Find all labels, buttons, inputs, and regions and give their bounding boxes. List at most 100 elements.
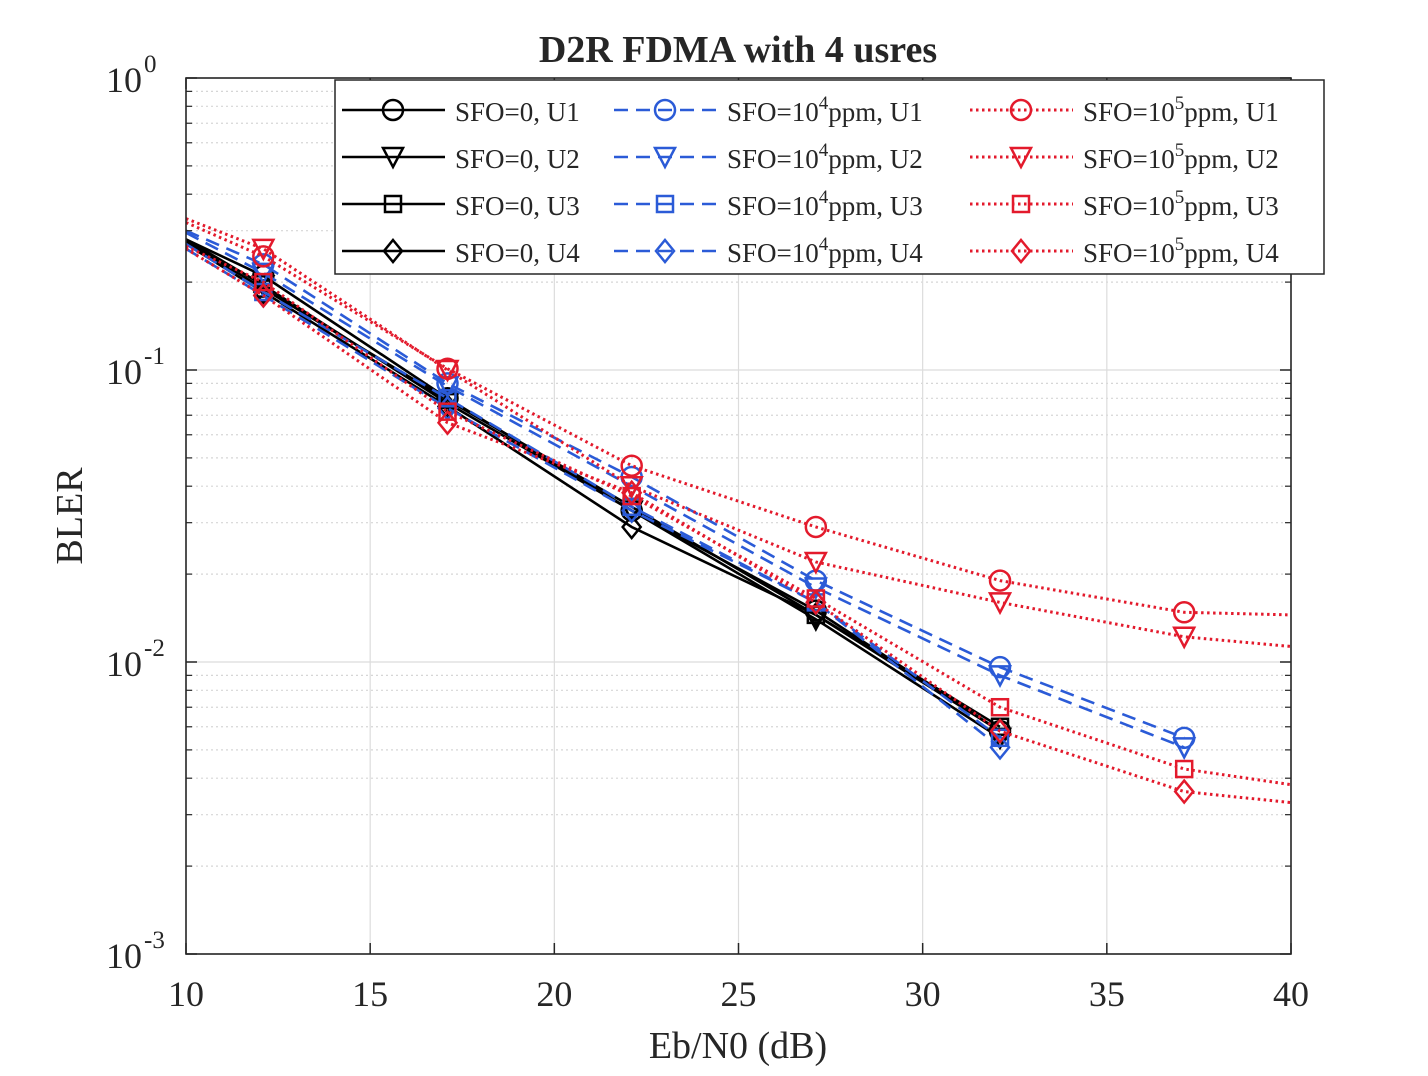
legend-label-prefix: SFO=10 bbox=[1083, 144, 1175, 174]
legend-label: SFO=105ppm, U2 bbox=[1083, 140, 1279, 174]
legend-entry: SFO=105ppm, U2 bbox=[970, 140, 1279, 174]
legend-label: SFO=0, U4 bbox=[455, 238, 580, 268]
legend-entry: SFO=105ppm, U4 bbox=[970, 234, 1279, 268]
data-point bbox=[435, 375, 460, 399]
data-point bbox=[1173, 778, 1195, 805]
data-point bbox=[438, 389, 457, 408]
series-10 bbox=[186, 217, 1291, 650]
series-line bbox=[186, 247, 1001, 749]
legend-label-prefix: SFO=10 bbox=[727, 238, 819, 268]
legend-label-exponent: 4 bbox=[819, 187, 829, 208]
legend-label-prefix: SFO=0, U3 bbox=[455, 191, 580, 221]
legend-label-prefix: SFO=0, U1 bbox=[455, 97, 580, 127]
legend-entry: SFO=104ppm, U4 bbox=[614, 234, 923, 268]
y-tick-label: 10 bbox=[106, 936, 142, 976]
data-point bbox=[252, 245, 275, 268]
legend-label: SFO=104ppm, U1 bbox=[727, 93, 923, 127]
legend-label: SFO=105ppm, U4 bbox=[1083, 234, 1279, 268]
data-point bbox=[987, 665, 1013, 689]
chart-title: D2R FDMA with 4 usres bbox=[539, 29, 937, 71]
legend-label-suffix: ppm, U3 bbox=[1184, 191, 1279, 221]
legend-label-exponent: 5 bbox=[1175, 234, 1185, 255]
legend-entry: SFO=104ppm, U3 bbox=[614, 187, 923, 221]
legend-marker bbox=[380, 146, 406, 170]
data-point bbox=[1172, 737, 1197, 761]
data-point bbox=[989, 734, 1011, 761]
legend-label-suffix: ppm, U4 bbox=[1184, 238, 1279, 268]
data-point bbox=[1172, 601, 1196, 624]
legend-marker bbox=[655, 194, 675, 214]
data-point bbox=[438, 402, 457, 421]
legend-label-exponent: 5 bbox=[1175, 187, 1185, 208]
legend-label: SFO=105ppm, U1 bbox=[1083, 93, 1279, 127]
data-point bbox=[436, 409, 459, 436]
legend-entry: SFO=0, U2 bbox=[342, 144, 580, 174]
legend-label-suffix: ppm, U2 bbox=[1184, 144, 1279, 174]
data-point bbox=[621, 514, 643, 540]
legend-marker bbox=[1009, 98, 1033, 122]
series-7 bbox=[186, 242, 1010, 748]
x-tick-label: 35 bbox=[1089, 974, 1125, 1014]
x-tick-label: 20 bbox=[536, 974, 572, 1014]
data-point bbox=[436, 372, 459, 395]
data-point bbox=[987, 592, 1013, 616]
series-line bbox=[186, 247, 1291, 805]
legend-label: SFO=0, U3 bbox=[455, 191, 580, 221]
legend-label-exponent: 5 bbox=[1175, 140, 1185, 161]
legend-label-prefix: SFO=10 bbox=[727, 144, 819, 174]
data-point bbox=[435, 359, 460, 383]
legend-label-suffix: ppm, U1 bbox=[828, 97, 923, 127]
x-tick-label: 10 bbox=[168, 974, 204, 1014]
data-point bbox=[804, 515, 828, 539]
data-point bbox=[252, 279, 274, 305]
legend-marker bbox=[653, 98, 677, 122]
x-tick-label: 30 bbox=[905, 974, 941, 1014]
legend-entry: SFO=104ppm, U1 bbox=[614, 93, 923, 127]
legend-label: SFO=104ppm, U2 bbox=[727, 140, 923, 174]
series-group bbox=[186, 217, 1291, 805]
series-line bbox=[186, 231, 1185, 749]
legend-marker bbox=[383, 194, 403, 214]
data-point bbox=[1172, 626, 1197, 650]
legend-marker bbox=[1011, 194, 1031, 214]
legend-label-prefix: SFO=0, U4 bbox=[455, 238, 580, 268]
y-tick-label: 10 bbox=[106, 644, 142, 684]
legend-label: SFO=0, U2 bbox=[455, 144, 580, 174]
legend-marker bbox=[1010, 238, 1032, 264]
legend-label-prefix: SFO=10 bbox=[1083, 191, 1175, 221]
x-tick-label: 15 bbox=[352, 974, 388, 1014]
data-point bbox=[251, 238, 276, 262]
data-point bbox=[252, 282, 274, 309]
x-tick-label: 40 bbox=[1273, 974, 1309, 1014]
legend-marker bbox=[381, 98, 405, 122]
series-12 bbox=[186, 247, 1291, 805]
legend-label-suffix: ppm, U4 bbox=[828, 238, 923, 268]
legend-label-prefix: SFO=10 bbox=[1083, 97, 1175, 127]
y-tick-label: 10 bbox=[106, 352, 142, 392]
data-point bbox=[1174, 759, 1194, 779]
data-point bbox=[805, 589, 827, 616]
data-point bbox=[990, 697, 1010, 717]
series-line bbox=[186, 238, 1001, 739]
legend-label-exponent: 4 bbox=[819, 234, 829, 255]
data-point bbox=[803, 577, 828, 601]
y-axis-label: BLER bbox=[49, 467, 91, 565]
y-tick-exponent: -2 bbox=[144, 635, 165, 662]
legend-label: SFO=0, U1 bbox=[455, 97, 580, 127]
y-tick-label: 10 bbox=[106, 60, 142, 100]
data-point bbox=[620, 454, 643, 477]
legend: SFO=0, U1 SFO=0, U2 SFO=0, U3 SFO=0, U4 SFO=… bbox=[334, 79, 1325, 275]
legend-label-suffix: ppm, U1 bbox=[1184, 97, 1279, 127]
legend-entry: SFO=104ppm, U2 bbox=[614, 140, 923, 174]
legend-entry: SFO=105ppm, U1 bbox=[970, 93, 1279, 127]
legend-label-exponent: 4 bbox=[819, 93, 829, 114]
legend-label: SFO=104ppm, U3 bbox=[727, 187, 923, 221]
legend-label-prefix: SFO=10 bbox=[727, 97, 819, 127]
legend-label-exponent: 4 bbox=[819, 140, 829, 161]
legend-label-exponent: 5 bbox=[1175, 93, 1185, 114]
legend-label-prefix: SFO=10 bbox=[1083, 238, 1175, 268]
data-point bbox=[988, 569, 1012, 592]
